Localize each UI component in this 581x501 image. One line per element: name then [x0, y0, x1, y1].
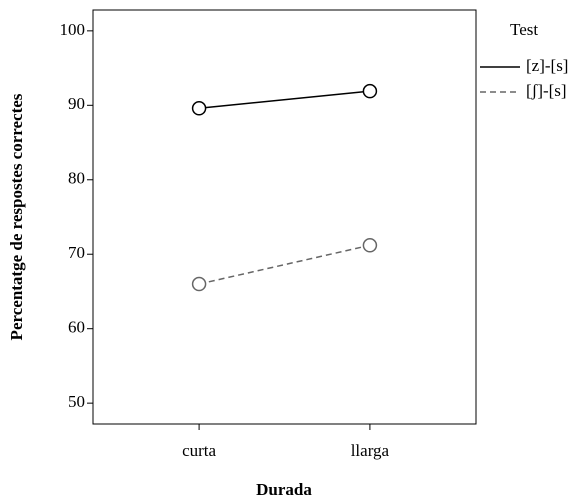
series-line [199, 90, 370, 110]
series-line [198, 244, 371, 285]
x-tick-label: llarga [351, 441, 390, 460]
data-point [362, 238, 378, 253]
legend-title: Test [510, 20, 538, 39]
data-point [191, 101, 207, 116]
y-tick-label: 90 [68, 94, 85, 113]
y-tick-label: 60 [68, 318, 85, 337]
plot-frame [92, 9, 477, 425]
legend-label: [z]-[s] [526, 56, 568, 75]
x-axis-label: Durada [256, 480, 312, 499]
y-tick-label: 80 [68, 169, 85, 188]
data-point [362, 83, 378, 99]
y-tick-label: 50 [68, 392, 85, 411]
y-axis-label: Percentatge de respostes correctes [7, 93, 26, 340]
data-point [191, 276, 207, 292]
x-tick-label: curta [182, 441, 216, 460]
y-tick-label: 100 [60, 20, 86, 39]
legend-label: [ʃ]-[s] [526, 81, 567, 100]
y-tick-label: 70 [68, 243, 85, 262]
